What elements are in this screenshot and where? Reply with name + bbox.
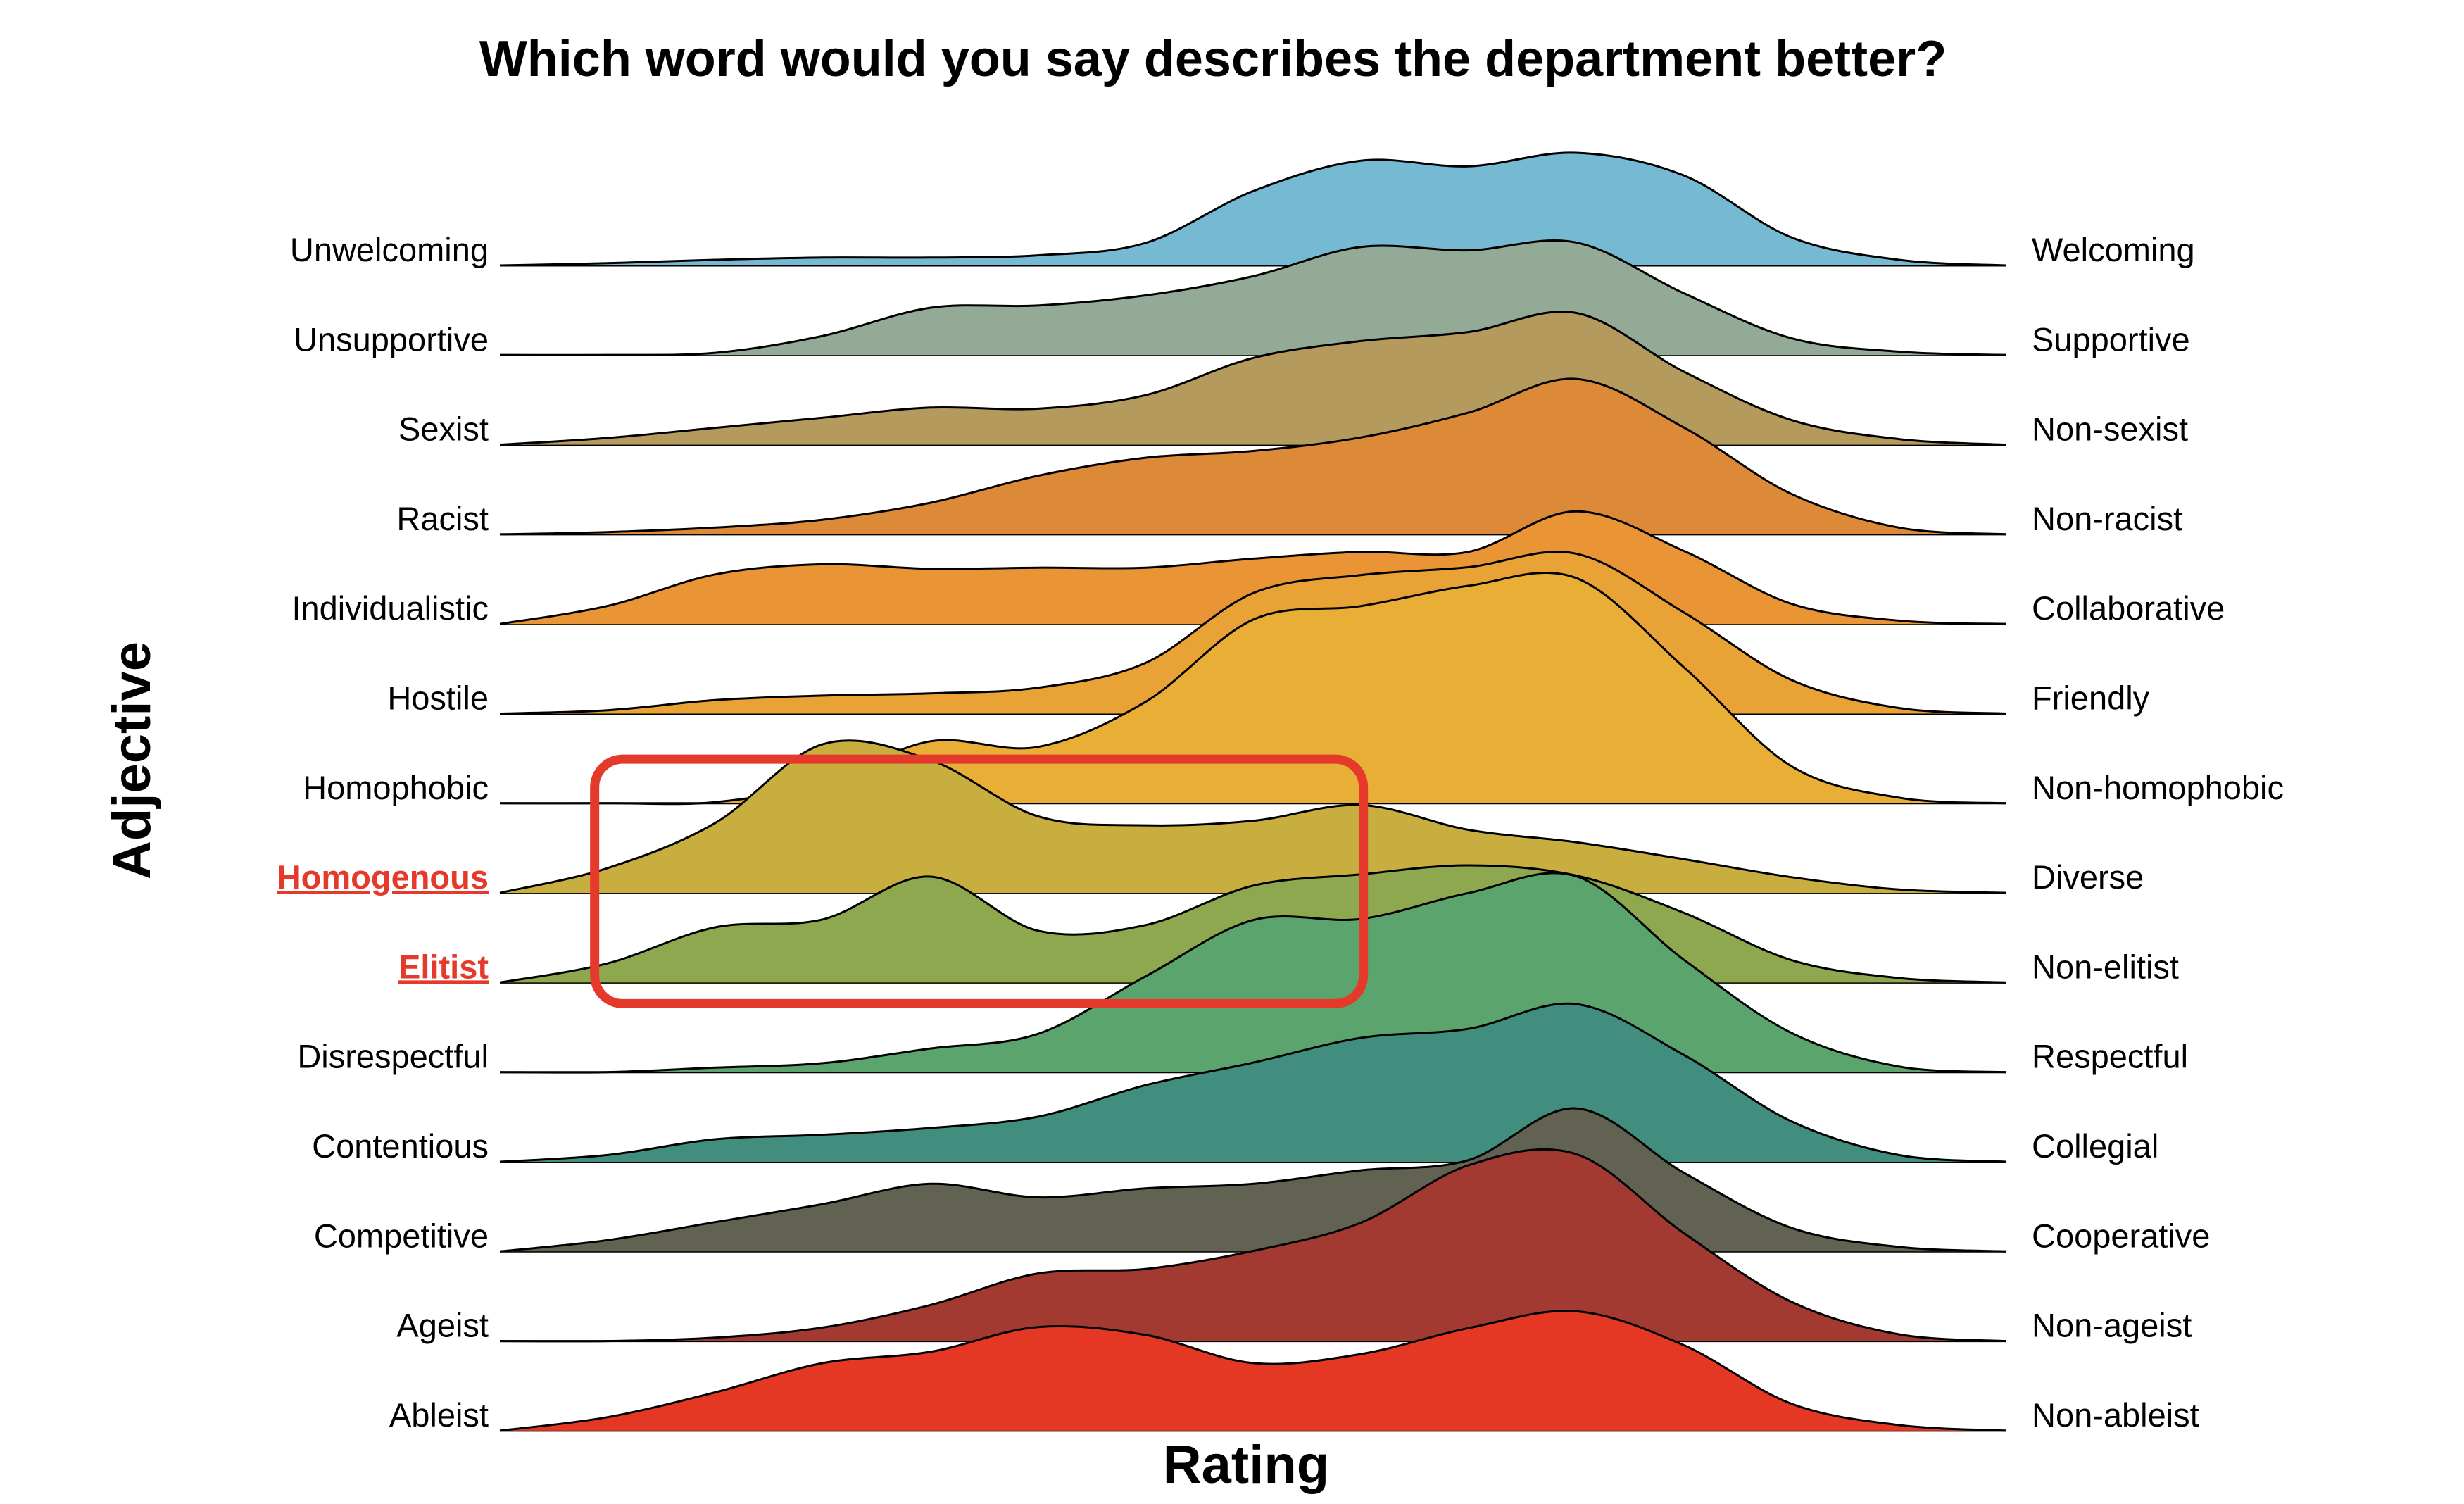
ridges: [499, 151, 2007, 1432]
right-label-non-homophobic: Non-homophobic: [2032, 769, 2284, 806]
ridge-outline: [499, 510, 2007, 625]
right-label-collegial: Collegial: [2032, 1127, 2158, 1165]
ridge-area: [500, 1149, 2006, 1341]
left-label-individualistic: Individualistic: [291, 589, 489, 627]
ridge-area: [500, 572, 2006, 804]
ridge-outline: [499, 377, 2007, 536]
left-label-competitive: Competitive: [314, 1217, 489, 1254]
left-label-homogenous: Homogenous: [277, 858, 489, 896]
ridge-outline: [499, 872, 2007, 1074]
left-label-racist: Racist: [396, 500, 489, 537]
right-label-non-ableist: Non-ableist: [2032, 1396, 2199, 1434]
right-label-respectful: Respectful: [2032, 1038, 2188, 1075]
right-label-diverse: Diverse: [2032, 858, 2144, 896]
highlight-box: [590, 754, 1369, 1008]
ridge-outline: [499, 311, 2007, 446]
ridge-outline: [499, 1310, 2007, 1432]
right-labels: Welcoming Supportive Non-sexist Non-racist C…: [2032, 231, 2284, 1434]
ridge-outline: [499, 864, 2007, 984]
ridge-outline: [499, 1148, 2007, 1343]
x-axis-title: Rating: [1163, 1435, 1329, 1495]
left-label-homophobic: Homophobic: [303, 769, 489, 806]
ridge-area: [500, 152, 2006, 265]
ridge-area: [500, 740, 2006, 894]
left-label-ageist: Ageist: [396, 1307, 489, 1344]
ridge-outline: [499, 239, 2007, 357]
right-label-non-ageist: Non-ageist: [2032, 1307, 2192, 1344]
ridge-area: [500, 378, 2006, 534]
right-label-non-racist: Non-racist: [2032, 500, 2182, 537]
right-label-friendly: Friendly: [2032, 679, 2150, 717]
left-label-disrespectful: Disrespectful: [297, 1038, 489, 1075]
right-label-supportive: Supportive: [2032, 320, 2190, 358]
y-axis-title: Adjective: [102, 641, 162, 879]
ridge-area: [500, 1003, 2006, 1162]
left-label-elitist: Elitist: [398, 948, 489, 985]
right-label-non-sexist: Non-sexist: [2032, 411, 2188, 448]
ridge-outline: [499, 151, 2007, 267]
right-label-welcoming: Welcoming: [2032, 231, 2195, 268]
ridge-outline: [499, 1107, 2007, 1253]
ridge-outline: [499, 1002, 2007, 1163]
left-label-contentious: Contentious: [312, 1127, 489, 1165]
ridge-ableist: [499, 1310, 2007, 1432]
left-label-ableist: Ableist: [389, 1396, 489, 1434]
left-label-unsupportive: Unsupportive: [294, 320, 489, 358]
ridge-area: [500, 1310, 2006, 1431]
ridge-area: [500, 240, 2006, 356]
ridge-ageist: [499, 1148, 2007, 1343]
ridge-contentious: [499, 1002, 2007, 1163]
ridge-racist: [499, 377, 2007, 536]
left-label-unwelcoming: Unwelcoming: [290, 231, 489, 268]
right-label-cooperative: Cooperative: [2032, 1217, 2210, 1254]
ridge-unwelcoming: [499, 151, 2007, 267]
right-label-collaborative: Collaborative: [2032, 589, 2225, 627]
left-label-sexist: Sexist: [398, 411, 489, 448]
right-label-non-elitist: Non-elitist: [2032, 948, 2179, 985]
ridge-outline: [499, 739, 2007, 894]
ridge-outline: [499, 551, 2007, 715]
left-label-hostile: Hostile: [387, 679, 489, 717]
chart-title: Which word would you say describes the d…: [479, 31, 1947, 87]
ridge-unsupportive: [499, 239, 2007, 357]
left-labels: Unwelcoming Unsupportive Sexist Racist Indiv…: [277, 231, 489, 1434]
